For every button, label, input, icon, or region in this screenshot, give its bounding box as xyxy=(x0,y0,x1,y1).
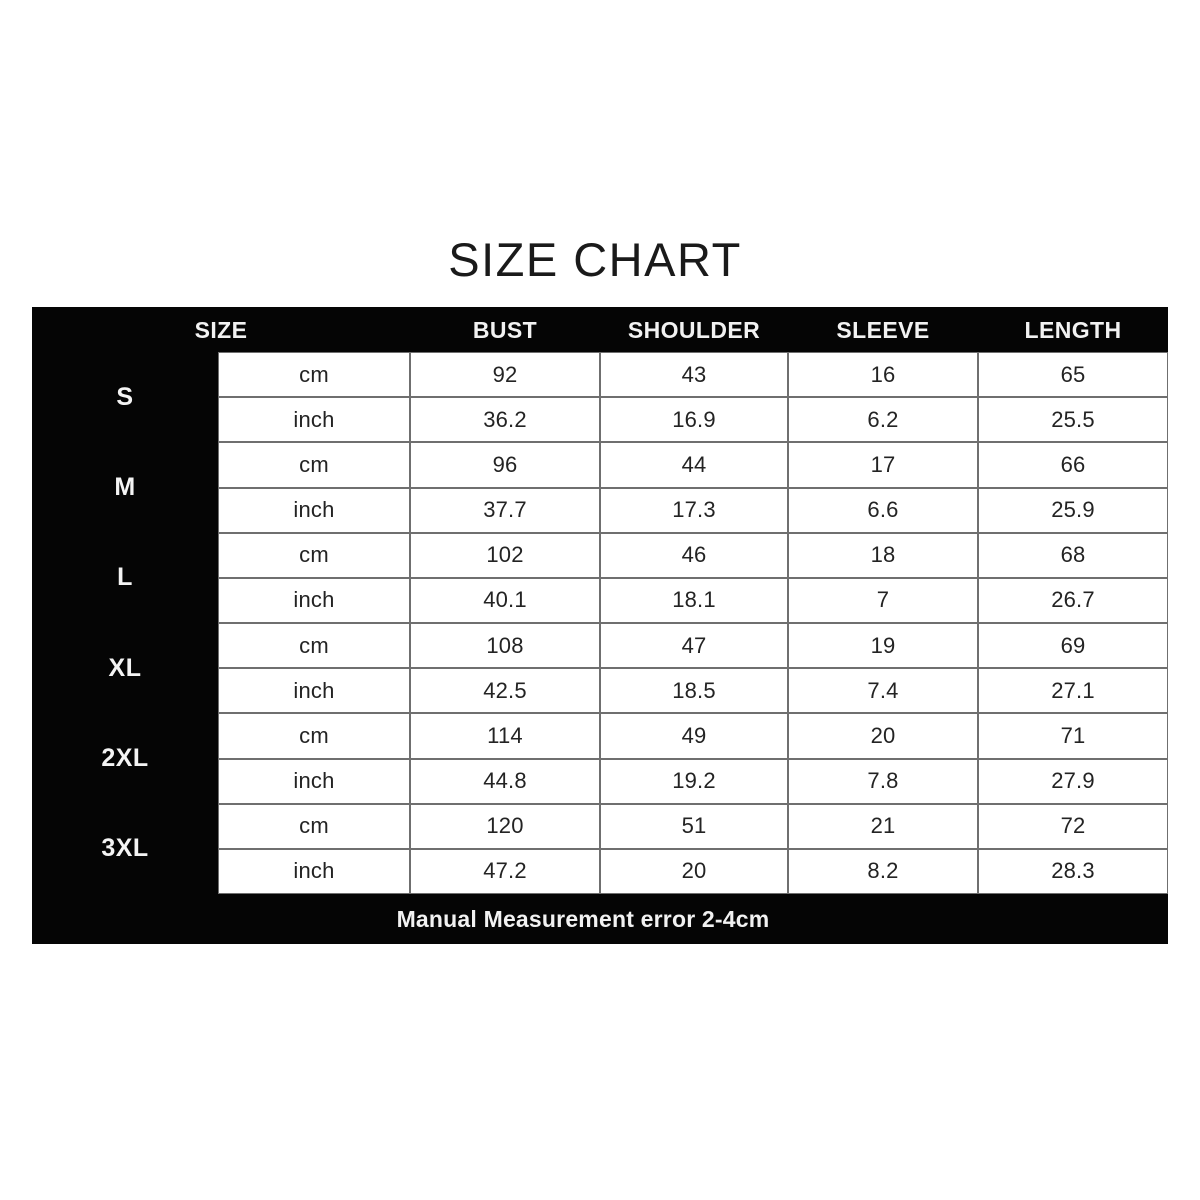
cell-unit: cm xyxy=(218,623,410,669)
cell-shoulder: 51 xyxy=(600,803,788,849)
cell-unit: cm xyxy=(218,803,410,849)
cell-shoulder: 17.3 xyxy=(600,487,788,533)
cell-shoulder: 16.9 xyxy=(600,397,788,443)
cell-shoulder: 18.1 xyxy=(600,577,788,624)
cell-length: 66 xyxy=(978,442,1168,488)
table-header-row: SIZE BUST SHOULDER SLEEVE LENGTH xyxy=(32,307,1168,352)
size-label-3xl: 3XL xyxy=(101,834,149,863)
cell-length: 27.1 xyxy=(978,668,1168,714)
cell-unit: cm xyxy=(218,352,410,398)
cell-unit: inch xyxy=(218,577,410,624)
cell-sleeve: 6.2 xyxy=(788,397,978,443)
cell-bust: 40.1 xyxy=(410,577,600,624)
column-header-shoulder: SHOULDER xyxy=(627,317,761,343)
cell-length: 25.9 xyxy=(978,487,1168,533)
cell-bust: 102 xyxy=(410,532,600,578)
cell-sleeve: 7.8 xyxy=(788,758,978,804)
size-label-s: S xyxy=(116,382,134,411)
table-row: cm 114 49 20 71 xyxy=(218,713,1168,759)
table-row: cm 96 44 17 66 xyxy=(218,442,1168,488)
cell-sleeve: 7 xyxy=(788,577,978,624)
cell-sleeve: 18 xyxy=(788,532,978,578)
cell-bust: 96 xyxy=(410,442,600,488)
table-row: inch 40.1 18.1 7 26.7 xyxy=(218,577,1168,624)
cell-bust: 92 xyxy=(410,352,600,398)
cell-shoulder: 49 xyxy=(600,713,788,759)
cell-length: 65 xyxy=(978,352,1168,398)
cell-sleeve: 17 xyxy=(788,442,978,488)
cell-bust: 44.8 xyxy=(410,758,600,804)
cell-unit: inch xyxy=(218,848,410,895)
cell-length: 27.9 xyxy=(978,758,1168,804)
cell-unit: inch xyxy=(218,397,410,443)
cell-shoulder: 19.2 xyxy=(600,758,788,804)
cell-shoulder: 43 xyxy=(600,352,788,398)
cell-bust: 37.7 xyxy=(410,487,600,533)
cell-bust: 120 xyxy=(410,803,600,849)
table-grid: cm 92 43 16 65 inch 36.2 16.9 6.2 25.5 cm 96 44 17 66 i… xyxy=(218,352,1168,895)
table-row: inch 44.8 19.2 7.8 27.9 xyxy=(218,758,1168,804)
cell-unit: inch xyxy=(218,487,410,533)
cell-bust: 47.2 xyxy=(410,848,600,895)
table-row: cm 92 43 16 65 xyxy=(218,352,1168,398)
cell-bust: 114 xyxy=(410,713,600,759)
size-label-m: M xyxy=(114,472,136,501)
table-row: inch 36.2 16.9 6.2 25.5 xyxy=(218,397,1168,443)
cell-shoulder: 46 xyxy=(600,532,788,578)
column-header-bust: BUST xyxy=(472,317,538,343)
cell-sleeve: 6.6 xyxy=(788,487,978,533)
cell-length: 25.5 xyxy=(978,397,1168,443)
cell-sleeve: 16 xyxy=(788,352,978,398)
size-label-column: S M L XL 2XL 3XL xyxy=(32,352,218,894)
table-row: inch 47.2 20 8.2 28.3 xyxy=(218,848,1168,895)
table-row: inch 42.5 18.5 7.4 27.1 xyxy=(218,668,1168,714)
cell-sleeve: 19 xyxy=(788,623,978,669)
table-row: cm 120 51 21 72 xyxy=(218,803,1168,849)
footer-note-text: Manual Measurement error 2-4cm xyxy=(396,905,770,932)
cell-unit: cm xyxy=(218,442,410,488)
size-label-l: L xyxy=(117,563,133,592)
cell-length: 71 xyxy=(978,713,1168,759)
cell-unit: inch xyxy=(218,758,410,804)
size-label-2xl: 2XL xyxy=(101,743,149,772)
cell-length: 26.7 xyxy=(978,577,1168,624)
column-header-length: LENGTH xyxy=(1024,317,1122,343)
cell-length: 68 xyxy=(978,532,1168,578)
cell-length: 28.3 xyxy=(978,848,1168,895)
size-chart-table: SIZE BUST SHOULDER SLEEVE LENGTH S M L XL 2XL 3XL… xyxy=(32,307,1168,944)
cell-length: 69 xyxy=(978,623,1168,669)
cell-bust: 108 xyxy=(410,623,600,669)
table-row: inch 37.7 17.3 6.6 25.9 xyxy=(218,487,1168,533)
cell-sleeve: 21 xyxy=(788,803,978,849)
cell-sleeve: 8.2 xyxy=(788,848,978,895)
cell-shoulder: 20 xyxy=(600,848,788,895)
cell-sleeve: 20 xyxy=(788,713,978,759)
table-row: cm 108 47 19 69 xyxy=(218,623,1168,669)
cell-shoulder: 18.5 xyxy=(600,668,788,714)
table-row: cm 102 46 18 68 xyxy=(218,532,1168,578)
table-footer: Manual Measurement error 2-4cm xyxy=(32,894,1168,944)
cell-unit: cm xyxy=(218,713,410,759)
size-label-xl: XL xyxy=(108,653,142,682)
column-header-sleeve: SLEEVE xyxy=(836,317,930,343)
cell-bust: 42.5 xyxy=(410,668,600,714)
cell-shoulder: 44 xyxy=(600,442,788,488)
cell-length: 72 xyxy=(978,803,1168,849)
cell-unit: cm xyxy=(218,532,410,578)
column-header-size: SIZE xyxy=(194,317,248,343)
cell-sleeve: 7.4 xyxy=(788,668,978,714)
page-title: SIZE CHART xyxy=(448,233,742,286)
cell-unit: inch xyxy=(218,668,410,714)
cell-shoulder: 47 xyxy=(600,623,788,669)
cell-bust: 36.2 xyxy=(410,397,600,443)
